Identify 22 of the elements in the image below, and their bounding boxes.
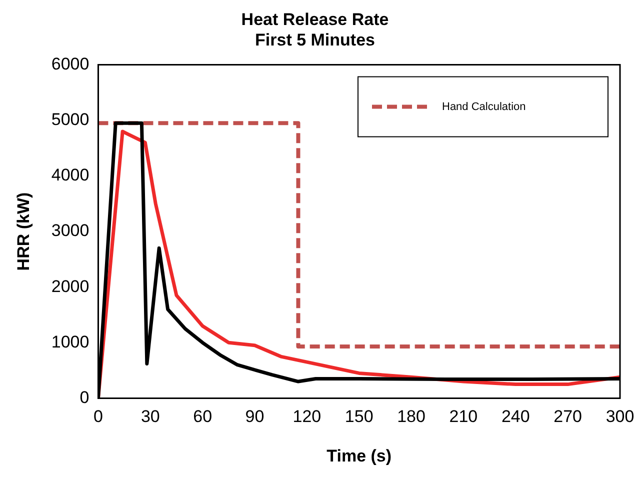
x-tick-label: 30 [140, 407, 160, 426]
x-tick-label: 0 [93, 407, 103, 426]
y-tick-label: 4000 [51, 166, 90, 185]
y-tick-label: 3000 [51, 221, 90, 240]
x-tick-label: 150 [344, 407, 374, 426]
y-tick-label: 2000 [51, 276, 90, 296]
x-tick-label: 120 [292, 407, 322, 426]
x-axis-title: Time (s) [326, 446, 392, 466]
x-tick-label: 90 [245, 407, 264, 426]
y-tick-label: 0 [80, 388, 90, 407]
y-axis-title: HRR (kW) [14, 192, 33, 271]
x-tick-label: 300 [606, 407, 634, 426]
x-tick-label: 60 [193, 407, 212, 426]
x-tick-label: 270 [554, 407, 582, 426]
x-tick-label: 180 [397, 407, 426, 426]
x-tick-label: 240 [501, 407, 530, 426]
text: Hand Calculation [442, 100, 526, 113]
chart-title: Heat Release Rate First 5 Minutes [241, 10, 389, 50]
y-tick-label: 1000 [51, 332, 90, 352]
y-tick-label: 5000 [51, 110, 90, 130]
y-tick-label: 6000 [51, 54, 90, 74]
x-tick-label: 210 [449, 407, 478, 426]
